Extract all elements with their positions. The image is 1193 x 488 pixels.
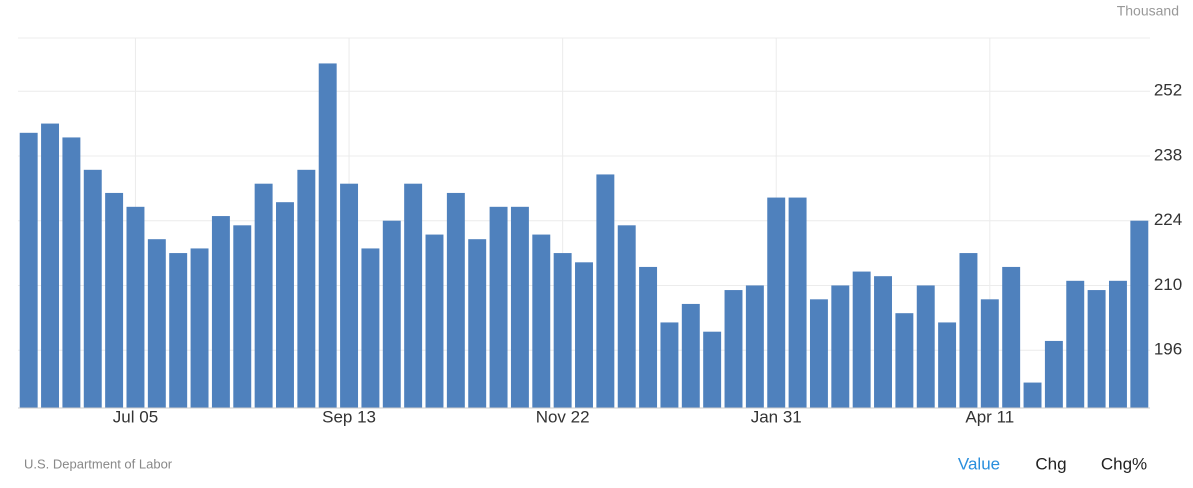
bar (340, 183, 359, 408)
bar (190, 248, 209, 408)
bar (62, 137, 81, 408)
bar (126, 206, 145, 408)
bar (297, 169, 316, 408)
bar (468, 239, 487, 408)
bar (745, 285, 764, 408)
bar (575, 262, 593, 408)
y-tick-label: 252 (1154, 81, 1182, 100)
bar (788, 197, 807, 408)
bar (233, 225, 252, 408)
bar (1023, 382, 1042, 408)
bar (361, 248, 380, 408)
bar (425, 234, 444, 408)
chg-pct-button[interactable]: Chg% (1101, 454, 1147, 473)
bar (660, 322, 679, 408)
bar (617, 225, 636, 408)
y-tick-label: 196 (1154, 340, 1182, 359)
bar (596, 174, 615, 408)
x-tick-label: Apr 11 (965, 407, 1014, 426)
bar (83, 169, 102, 408)
bar (831, 285, 850, 408)
x-tick-label: Jan 31 (751, 407, 802, 426)
bar (318, 63, 337, 408)
bar (105, 192, 124, 408)
bar (767, 197, 786, 408)
bar (211, 216, 230, 408)
bar (254, 183, 273, 408)
bar (681, 303, 700, 408)
bar (404, 183, 423, 408)
value-button[interactable]: Value (958, 454, 1000, 473)
bar (446, 192, 465, 408)
y-tick-label: 238 (1154, 145, 1182, 164)
bar (532, 234, 551, 408)
bar (1130, 220, 1149, 408)
bar (809, 299, 828, 408)
source: U.S. Department of Labor (24, 456, 173, 471)
bar (874, 276, 892, 408)
bar (510, 206, 529, 408)
bar (553, 253, 572, 408)
x-tick-label: Nov 22 (536, 407, 590, 426)
bar (639, 266, 658, 408)
bar (1087, 290, 1106, 408)
x-tick-label: Jul 05 (113, 407, 158, 426)
bar (19, 132, 38, 408)
bar (852, 271, 871, 408)
bar (1108, 280, 1127, 408)
bar (938, 322, 957, 408)
unit-label: Thousand (1117, 3, 1179, 19)
bar (724, 290, 743, 408)
x-tick-label: Sep 13 (322, 407, 376, 426)
bar (1066, 280, 1085, 408)
bar (382, 220, 401, 408)
bar (895, 313, 914, 408)
bar (147, 239, 166, 408)
y-tick-label: 210 (1154, 275, 1182, 294)
bar (980, 299, 999, 408)
bar (276, 202, 294, 408)
bar (489, 206, 508, 408)
y-tick-label: 224 (1154, 210, 1182, 229)
bar (959, 253, 978, 408)
bar (703, 331, 722, 408)
bar (41, 123, 60, 408)
bar (1002, 266, 1021, 408)
bar (916, 285, 935, 408)
bar (169, 253, 188, 408)
chg-button[interactable]: Chg (1035, 454, 1066, 473)
bar (1044, 340, 1063, 408)
